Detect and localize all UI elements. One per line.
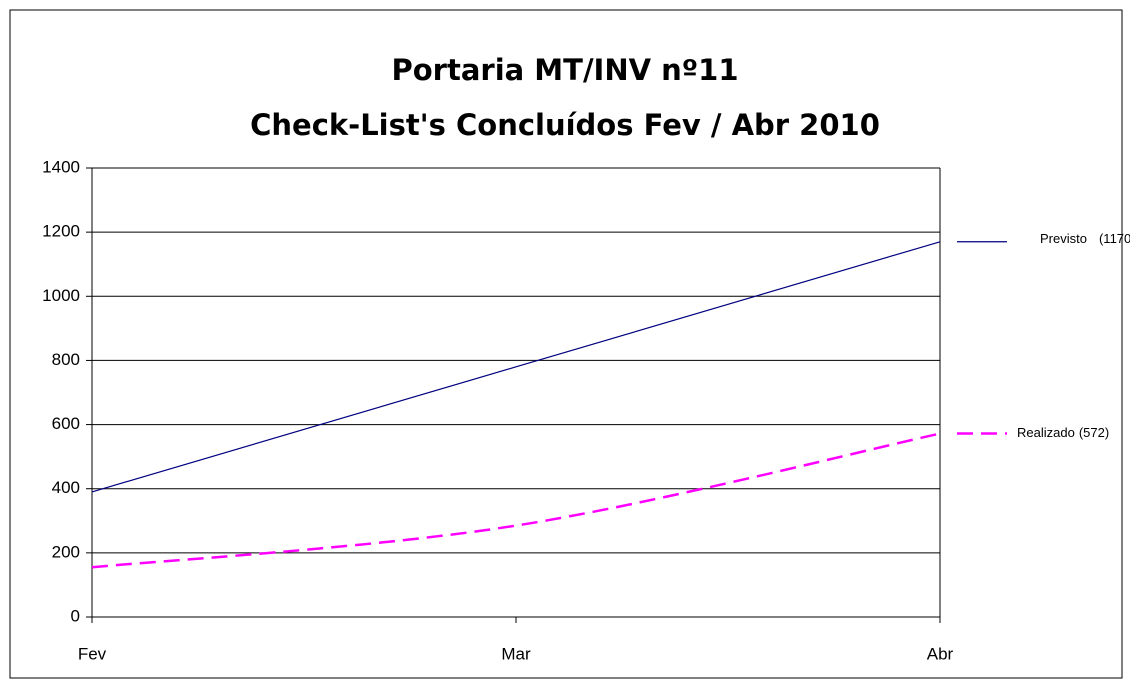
y-tick-label: 600 [52,414,80,433]
data-label: (1170) [1099,231,1130,246]
x-tick-label: Abr [927,644,954,663]
y-tick-label: 1000 [42,286,80,305]
legend-label: Realizado [1017,425,1075,440]
data-label: (572) [1079,425,1109,440]
chart-title: Portaria MT/INV nº11 [391,53,738,87]
chart-subtitle: Check-List's Concluídos Fev / Abr 2010 [250,108,880,142]
x-tick-label: Mar [501,644,531,663]
frame [9,9,1123,679]
y-tick-label: 1400 [42,157,80,176]
y-tick-label: 1200 [42,222,80,241]
y-tick-label: 400 [52,478,80,497]
legend-label: Previsto [1040,231,1087,246]
y-tick-label: 800 [52,350,80,369]
y-tick-label: 0 [71,606,80,625]
x-tick-label: Fev [78,644,107,663]
y-tick-label: 200 [52,542,80,561]
series-line [91,241,941,493]
series-line [91,432,941,569]
